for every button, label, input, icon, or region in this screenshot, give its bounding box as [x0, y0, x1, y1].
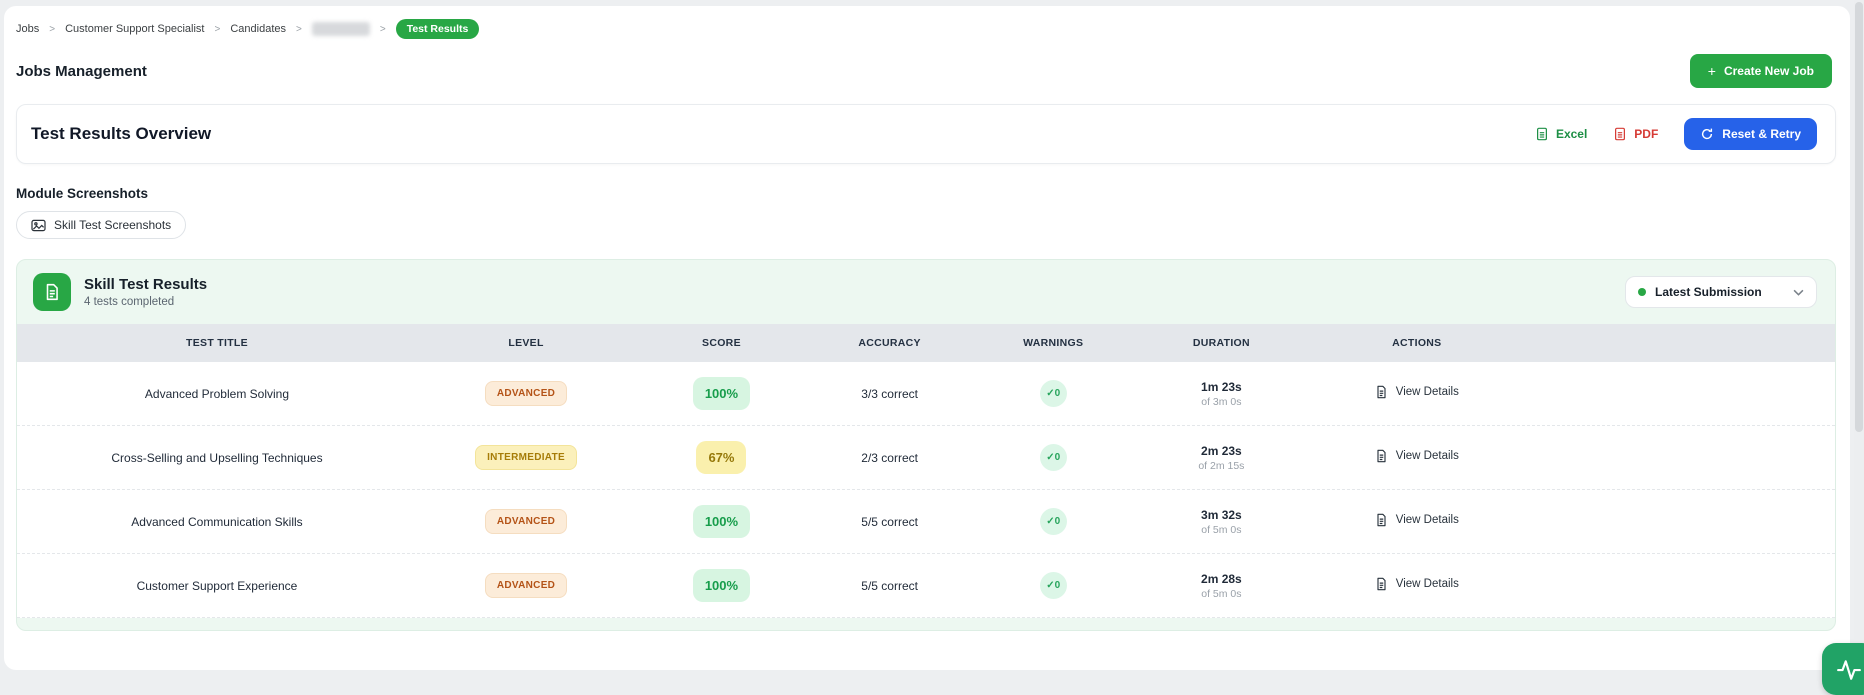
reset-retry-button[interactable]: Reset & Retry: [1684, 118, 1817, 150]
overview-title: Test Results Overview: [31, 124, 212, 143]
main-content-panel: Jobs > Customer Support Specialist > Can…: [4, 6, 1850, 670]
col-actions: ACTIONS: [1392, 337, 1442, 349]
col-warnings: WARNINGS: [1023, 337, 1084, 349]
col-score: SCORE: [702, 337, 741, 349]
duration-total: of 3m 0s: [1201, 395, 1242, 408]
test-results-overview-card: Test Results Overview Excel: [16, 104, 1836, 164]
level-badge: INTERMEDIATE: [475, 445, 577, 470]
export-excel-button[interactable]: Excel: [1535, 127, 1587, 141]
warnings-badge: ✓0: [1039, 444, 1067, 471]
test-title: Advanced Problem Solving: [144, 386, 290, 401]
test-title: Advanced Communication Skills: [131, 514, 303, 529]
level-badge: ADVANCED: [484, 381, 568, 406]
breadcrumb-separator: >: [214, 23, 221, 35]
green-dot-icon: [1638, 288, 1646, 296]
score-badge: 100%: [692, 569, 751, 602]
duration-total: of 2m 15s: [1198, 459, 1245, 472]
level-badge: ADVANCED: [484, 509, 568, 534]
pdf-file-icon: [1613, 127, 1627, 141]
breadcrumb-candidate-redacted[interactable]: [311, 22, 370, 36]
table-row: Advanced Communication Skills ADVANCED 1…: [17, 490, 1835, 554]
warnings-badge: ✓0: [1039, 572, 1067, 599]
file-icon: [1375, 577, 1388, 591]
table-row: Cross-Selling and Upselling Techniques I…: [17, 426, 1835, 490]
skill-results-title: Skill Test Results: [84, 276, 208, 293]
skill-test-screenshots-button[interactable]: Skill Test Screenshots: [16, 211, 187, 239]
view-details-button[interactable]: View Details: [1375, 449, 1459, 463]
refresh-icon: [1700, 127, 1714, 141]
view-details-button[interactable]: View Details: [1375, 513, 1459, 527]
duration-value: 3m 32s: [1201, 507, 1242, 522]
duration-total: of 5m 0s: [1201, 587, 1242, 600]
duration-value: 2m 28s: [1201, 571, 1242, 586]
accuracy-value: 5/5 correct: [861, 514, 918, 529]
level-badge: ADVANCED: [484, 573, 568, 598]
duration-value: 1m 23s: [1201, 379, 1242, 394]
file-icon: [1375, 385, 1388, 399]
plus-icon: +: [1707, 63, 1716, 79]
warnings-badge: ✓0: [1039, 380, 1067, 407]
page-title: Jobs Management: [16, 62, 147, 80]
accuracy-value: 5/5 correct: [861, 578, 918, 593]
duration-total: of 5m 0s: [1201, 523, 1242, 536]
score-badge: 100%: [692, 377, 751, 410]
accuracy-value: 3/3 correct: [861, 386, 918, 401]
submission-filter-value: Latest Submission: [1655, 285, 1762, 299]
breadcrumb: Jobs > Customer Support Specialist > Can…: [16, 16, 1836, 42]
accuracy-value: 2/3 correct: [861, 450, 918, 465]
col-accuracy: ACCURACY: [858, 337, 921, 349]
table-row: Customer Support Experience ADVANCED 100…: [17, 554, 1835, 618]
tests-completed-count: 4 tests completed: [84, 296, 175, 308]
breadcrumb-separator: >: [379, 23, 386, 35]
image-icon: [31, 219, 46, 232]
scrollbar-thumb[interactable]: [1855, 2, 1863, 432]
breadcrumb-separator: >: [296, 23, 302, 35]
score-badge: 100%: [692, 505, 751, 538]
score-badge: 67%: [696, 441, 747, 474]
warnings-badge: ✓0: [1039, 508, 1067, 535]
table-row: Advanced Problem Solving ADVANCED 100% 3…: [17, 362, 1835, 426]
col-level: LEVEL: [508, 337, 544, 349]
breadcrumb-job-title[interactable]: Customer Support Specialist: [65, 23, 205, 35]
create-new-job-button[interactable]: + Create New Job: [1689, 54, 1832, 88]
skill-test-results-card: Skill Test Results 4 tests completed Lat…: [16, 259, 1836, 631]
breadcrumb-candidates[interactable]: Candidates: [230, 23, 286, 35]
breadcrumb-jobs[interactable]: Jobs: [16, 23, 40, 35]
pulse-icon: [1836, 656, 1862, 682]
breadcrumb-test-results-badge[interactable]: Test Results: [395, 19, 480, 39]
file-icon: [1375, 513, 1388, 527]
module-screenshots-title: Module Screenshots: [16, 186, 149, 201]
col-duration: DURATION: [1192, 337, 1250, 349]
chevron-down-icon: [1793, 289, 1804, 296]
document-icon: [33, 273, 71, 311]
submission-filter-dropdown[interactable]: Latest Submission: [1625, 276, 1817, 308]
scrollbar-track[interactable]: [1854, 0, 1864, 691]
breadcrumb-separator: >: [49, 23, 56, 35]
table-header-row: TEST TITLE LEVEL SCORE ACCURACY WARNINGS…: [17, 324, 1835, 362]
test-title: Customer Support Experience: [136, 578, 298, 593]
col-test-title: TEST TITLE: [186, 337, 248, 349]
duration-value: 2m 23s: [1201, 443, 1242, 458]
export-pdf-button[interactable]: PDF: [1613, 127, 1658, 141]
file-icon: [1375, 449, 1388, 463]
activity-pulse-button[interactable]: [1822, 643, 1864, 695]
view-details-button[interactable]: View Details: [1375, 577, 1459, 591]
view-details-button[interactable]: View Details: [1375, 385, 1459, 399]
excel-file-icon: [1535, 127, 1549, 141]
test-title: Cross-Selling and Upselling Techniques: [111, 450, 323, 465]
create-new-job-label: Create New Job: [1723, 64, 1814, 78]
